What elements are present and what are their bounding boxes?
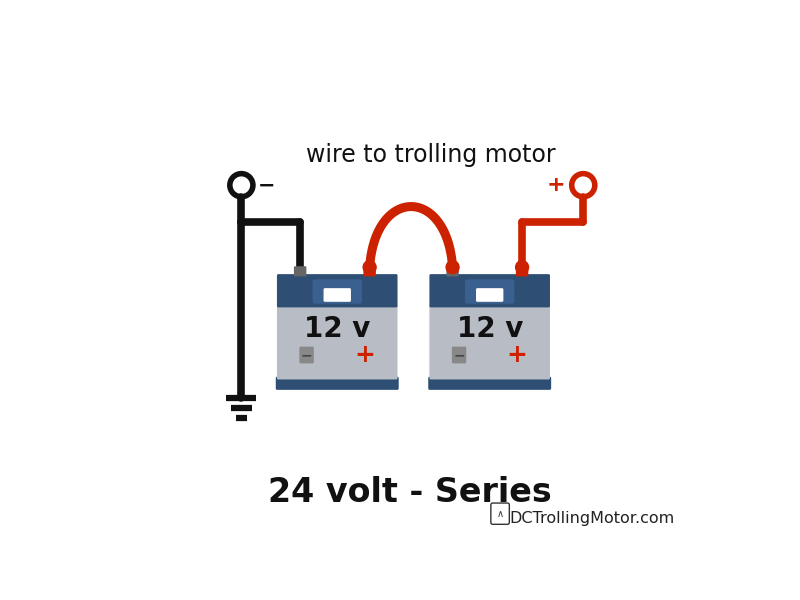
FancyBboxPatch shape xyxy=(430,305,550,379)
FancyBboxPatch shape xyxy=(491,503,510,524)
Circle shape xyxy=(446,261,459,274)
Circle shape xyxy=(363,261,376,274)
Text: +: + xyxy=(354,343,374,367)
Text: 12 v: 12 v xyxy=(457,315,523,343)
FancyBboxPatch shape xyxy=(276,377,398,390)
Text: 12 v: 12 v xyxy=(304,315,370,343)
FancyBboxPatch shape xyxy=(363,266,376,277)
FancyBboxPatch shape xyxy=(277,274,398,307)
Text: DCTrollingMotor.com: DCTrollingMotor.com xyxy=(510,511,674,526)
FancyBboxPatch shape xyxy=(294,266,306,277)
FancyBboxPatch shape xyxy=(428,377,551,390)
FancyBboxPatch shape xyxy=(446,266,459,277)
Circle shape xyxy=(516,261,529,274)
Text: 24 volt - Series: 24 volt - Series xyxy=(268,476,552,509)
Text: wire to trolling motor: wire to trolling motor xyxy=(306,143,556,167)
FancyBboxPatch shape xyxy=(430,274,550,307)
FancyBboxPatch shape xyxy=(516,266,528,277)
Text: ∧: ∧ xyxy=(497,509,504,518)
FancyBboxPatch shape xyxy=(313,279,362,304)
FancyBboxPatch shape xyxy=(476,288,503,302)
FancyBboxPatch shape xyxy=(323,288,351,302)
FancyBboxPatch shape xyxy=(465,279,514,304)
Text: +: + xyxy=(506,343,527,367)
Text: +: + xyxy=(547,175,566,195)
Text: −: − xyxy=(258,175,275,195)
FancyBboxPatch shape xyxy=(277,305,398,379)
Text: −: − xyxy=(301,348,313,362)
Text: −: − xyxy=(454,348,465,362)
